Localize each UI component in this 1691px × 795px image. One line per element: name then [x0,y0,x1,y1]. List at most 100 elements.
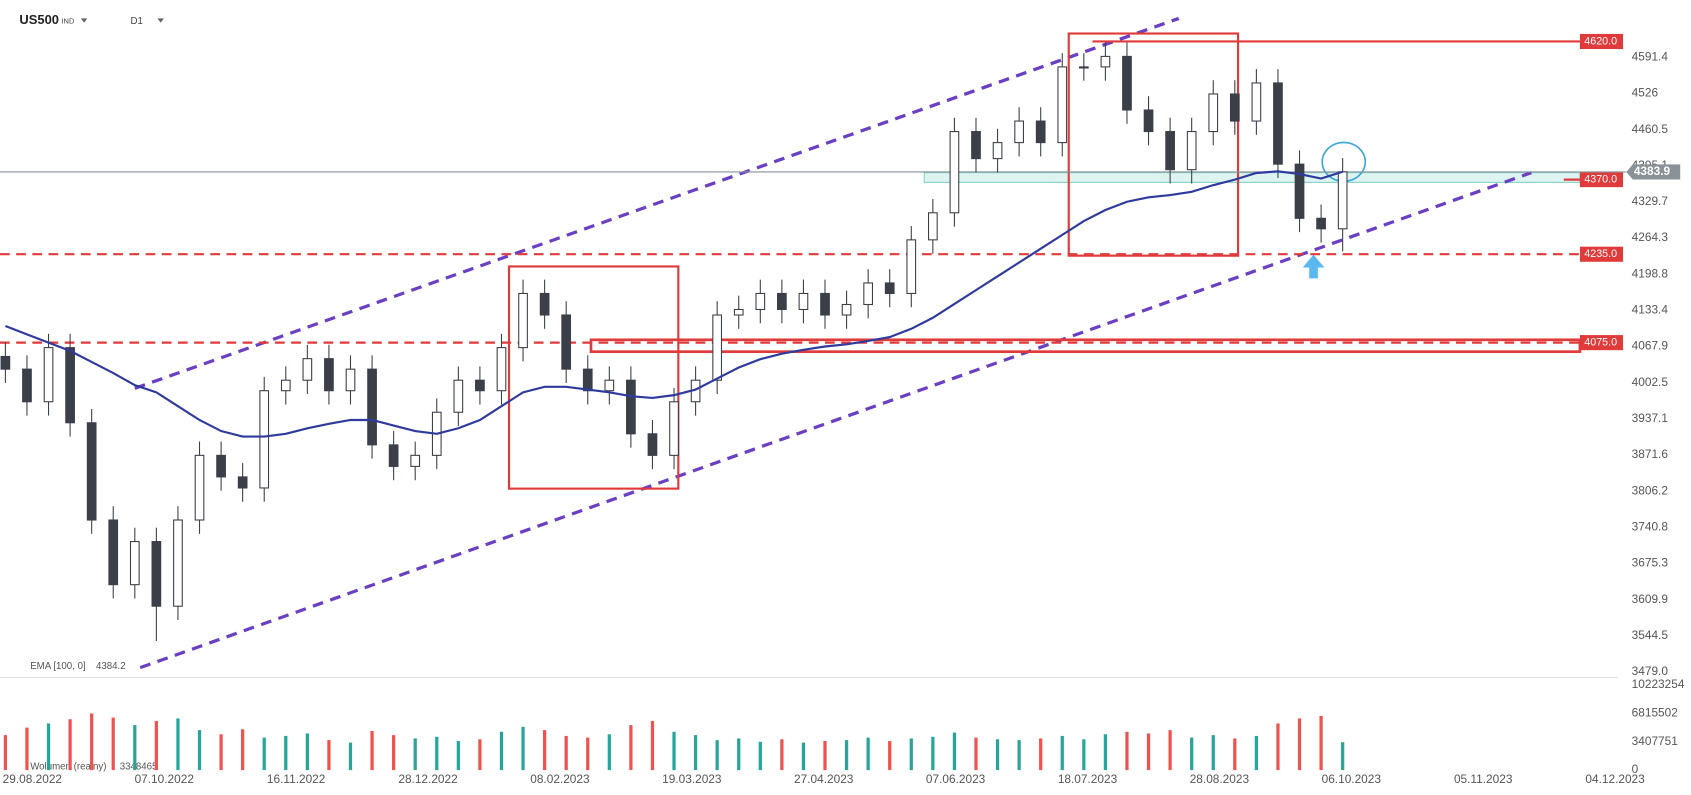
volume-bar [780,739,784,771]
ema-legend-value: 4384.2 [96,661,126,672]
symbol[interactable]: US500 [19,12,59,27]
x-tick-label: 05.11.2023 [1454,772,1513,786]
volume-bar [327,740,331,771]
candle-body [259,390,270,489]
candle-body [561,314,572,370]
volume-bar [650,720,655,771]
x-tick-label: 07.06.2023 [926,772,986,786]
last-price-tag [1626,164,1681,180]
timeframe[interactable]: D1 [130,16,142,27]
volume-bar [1060,735,1064,771]
volume-bar [672,731,676,771]
volume-bar [1082,739,1086,771]
x-tick-label: 19.03.2023 [662,772,722,786]
x-tick-label: 28.08.2023 [1190,772,1250,786]
volume-bar [586,737,590,771]
candle-body [1143,109,1154,133]
volume-bar [305,733,309,771]
level-label: 4370.0 [1584,173,1617,185]
candle-body [669,401,679,456]
candle-body [777,292,787,311]
candle-body [1294,163,1305,219]
volume-bar [241,729,245,771]
candle-body [302,358,313,381]
candle-body [518,292,528,349]
y-tick-label: 3806.2 [1632,483,1668,497]
candle-body [43,347,54,403]
volume-bar [499,731,504,771]
y-tick-label: 4133.4 [1632,303,1669,317]
last-price-label: 4383.9 [1634,164,1671,178]
volume-bar [607,734,611,771]
x-tick-label: 08.02.2023 [530,772,590,786]
ema-legend: EMA [100, 0] [30,661,85,672]
box [1067,32,1240,257]
dropdown-icon[interactable] [157,18,164,23]
volume-bar [1103,734,1108,771]
channel-upper [134,16,1180,390]
volume-bar [1341,742,1345,771]
dropdown-icon[interactable] [80,18,88,23]
volume-bar [392,735,396,771]
volume-bar [715,740,719,771]
candle-body [173,519,183,607]
volume-bar [931,736,935,771]
level-tag [1579,335,1624,351]
candle-body [1035,120,1046,144]
volume-bar [1297,718,1302,771]
volume-bar [176,718,180,771]
volume-bar [219,734,223,771]
x-tick-label: 07.10.2022 [135,772,194,786]
y-tick-label: 4067.9 [1632,339,1669,353]
volume-bar [1190,737,1194,771]
volume-bar [758,741,762,771]
candle-body [129,541,140,586]
y-tick-label: 4591.4 [1632,49,1669,63]
volume-bar [995,739,1000,771]
volume-bar [1319,715,1323,771]
volume-bar [844,740,849,771]
candle-body [1122,55,1132,111]
candle-body [582,368,593,392]
candle-body [1251,82,1262,122]
volume-bar [25,727,29,771]
volume-bar [888,740,892,771]
candle-body [1208,93,1219,133]
candle-body [151,541,162,607]
volume-bar [111,717,115,771]
volume-bar [1276,723,1280,771]
volume-tick-label: 10223254 [1632,677,1685,691]
volume-bar [1168,730,1172,771]
volume-bar [46,723,51,771]
candle-body [65,347,75,424]
candle-body [1316,217,1326,230]
candle-body [626,379,636,435]
volume-bar [68,719,72,771]
x-tick-label: 27.04.2023 [794,772,854,786]
x-tick-label: 06.10.2023 [1322,772,1382,786]
candle-body [1100,55,1111,68]
candle-body [108,519,119,586]
candle-body [928,212,938,241]
volume-bar [1125,731,1129,771]
level-label: 4235.0 [1584,248,1617,260]
volume-tick-label: 3407751 [1632,734,1679,748]
volume-legend-value: 3348465 [120,761,158,772]
volume-bar [952,732,957,771]
volume-bar [974,737,978,771]
volume-bar [823,740,827,771]
volume-bar [90,713,94,771]
candle-body [798,292,809,311]
volume-bar [197,730,202,771]
volume-bar [413,738,417,771]
y-tick-label: 3937.1 [1632,411,1669,425]
volume-bar [1254,735,1259,771]
y-tick-label: 4329.7 [1632,194,1668,208]
candle-body [216,454,226,478]
level-label: 4075.0 [1584,336,1617,348]
level-tag [1579,172,1624,188]
candle-body [22,368,32,403]
candle-body [496,347,507,392]
